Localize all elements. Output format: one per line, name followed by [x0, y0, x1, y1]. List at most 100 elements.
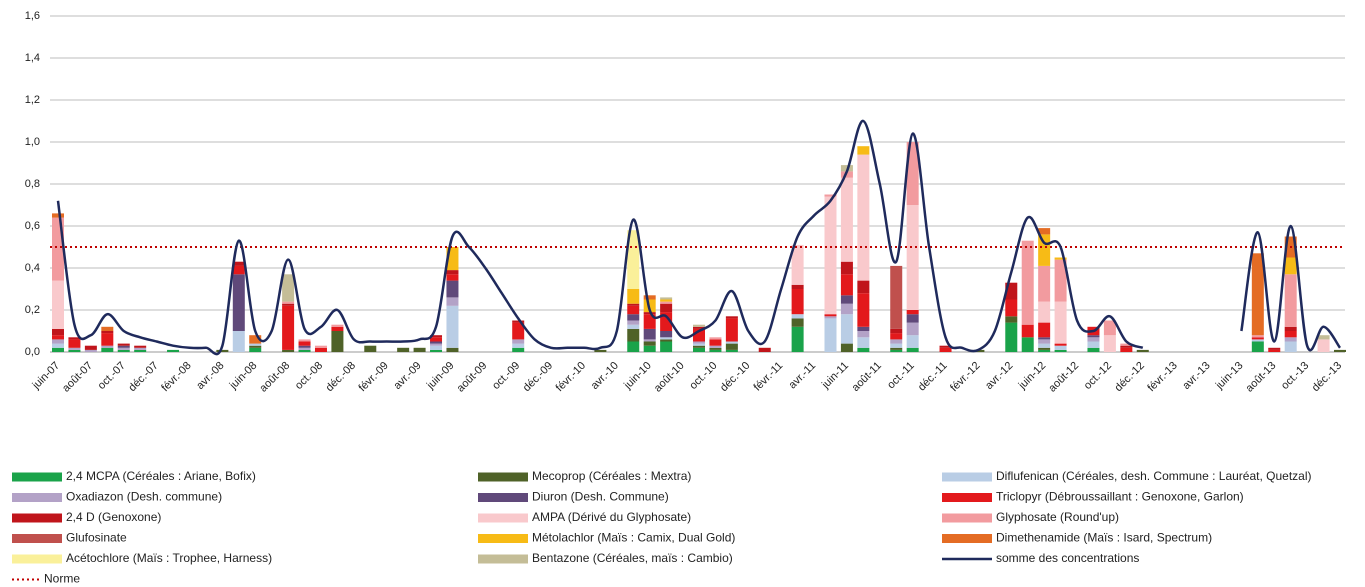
bar-segment — [101, 333, 114, 346]
bar-segment — [167, 349, 180, 352]
bar-segment — [824, 318, 837, 352]
legend-label: somme des concentrations — [996, 551, 1139, 565]
bar-segment — [627, 320, 640, 325]
x-tick-label: déc.-10 — [718, 360, 752, 394]
bar-segment — [660, 339, 673, 342]
bar-segment — [1317, 335, 1330, 340]
bar-segment — [430, 345, 443, 350]
bar-segment — [101, 345, 114, 348]
bar-segment — [117, 343, 130, 346]
bar-segment — [232, 274, 245, 331]
legend-label: Diflufenican (Céréales, desh. Commune : … — [996, 469, 1312, 483]
bar-segment — [1268, 347, 1281, 350]
bar-segment — [52, 343, 64, 348]
bar-segment — [643, 345, 656, 352]
x-tick-label: avr.-09 — [391, 360, 423, 392]
bar-segment — [709, 339, 722, 346]
bar-segment — [249, 335, 262, 344]
bar-segment — [906, 335, 919, 348]
legend-label: Diuron (Desh. Commune) — [532, 490, 669, 504]
bar-segment — [643, 295, 656, 300]
legend-label: Acétochlore (Maïs : Trophee, Harness) — [66, 551, 272, 565]
bar-segment — [840, 314, 853, 344]
bar-segment — [693, 345, 705, 348]
bar-segment — [52, 328, 64, 336]
bar-segment — [643, 341, 656, 346]
bar-segment — [331, 324, 344, 327]
bar-segment — [906, 310, 919, 315]
bar-segment — [758, 347, 771, 352]
bar-segment — [512, 339, 525, 344]
bar-segment — [298, 341, 311, 346]
y-tick-label: 0,4 — [25, 262, 40, 274]
x-tick-label: oct.-13 — [1279, 360, 1311, 392]
legend-swatch — [12, 472, 62, 482]
bar-segment — [446, 274, 459, 281]
bar-segment — [52, 280, 64, 329]
bar-segment — [693, 347, 705, 352]
bar-segment — [693, 326, 705, 329]
bar-segment — [660, 331, 673, 338]
bar-segment — [52, 335, 64, 340]
bar-segment — [890, 328, 903, 334]
bar-segment — [249, 345, 262, 348]
bar-segment — [857, 347, 870, 352]
legend-label: 2,4 MCPA (Céréales : Ariane, Bofix) — [66, 469, 256, 483]
bar-segment — [906, 205, 919, 310]
bar-segment — [840, 261, 853, 275]
bar-segment — [232, 265, 245, 275]
x-tick-label: févr.-09 — [356, 360, 390, 394]
x-tick-label: févr.-11 — [752, 360, 786, 394]
bar-segment — [1251, 335, 1264, 338]
y-tick-label: 1,4 — [25, 52, 40, 64]
x-tick-label: oct.-12 — [1082, 360, 1114, 392]
x-tick-label: juin-13 — [1213, 360, 1246, 393]
x-tick-label: août-12 — [1046, 360, 1081, 395]
legend-label: Triclopyr (Débroussaillant : Genoxone, G… — [996, 490, 1244, 504]
bar-segment — [660, 303, 673, 313]
bar-segment — [298, 345, 311, 348]
bar-segment — [1120, 345, 1133, 348]
x-tick-label: oct.-10 — [687, 360, 719, 392]
bar-segment — [1005, 299, 1018, 317]
y-tick-label: 0,2 — [25, 304, 40, 316]
bar-segment — [939, 345, 952, 348]
bar-segment — [1021, 240, 1034, 325]
bar-segment — [52, 339, 64, 344]
bar-segment — [282, 305, 295, 350]
legend-swatch — [478, 554, 528, 564]
bar-segment — [1251, 339, 1264, 342]
bar-segment — [430, 343, 443, 346]
bar-segment — [857, 331, 870, 338]
bar-segment — [314, 345, 327, 348]
bar-segment — [446, 280, 459, 298]
bar-segment — [1251, 337, 1264, 340]
y-tick-label: 0,6 — [25, 220, 40, 232]
bar-segment — [890, 333, 903, 340]
x-tick-label: oct.-09 — [490, 360, 522, 392]
legend-swatch — [942, 513, 992, 523]
bar-segment — [857, 326, 870, 331]
bar-segment — [824, 194, 837, 197]
bar-segment — [627, 324, 640, 329]
y-tick-label: 0,8 — [25, 178, 40, 190]
bar-segment — [1038, 322, 1051, 338]
bar-segment — [232, 331, 245, 352]
bar-segment — [660, 312, 673, 331]
bar-segment — [117, 345, 130, 348]
bar-segment — [282, 349, 295, 352]
bar-segment — [134, 349, 147, 352]
bar-segment — [249, 343, 262, 346]
legend-label: Glufosinate — [66, 531, 127, 545]
bar-segment — [446, 305, 459, 348]
bar-segment — [890, 265, 903, 329]
bar-segment — [68, 339, 81, 348]
bar-segment — [282, 303, 295, 306]
bar-segment — [906, 322, 919, 336]
bar-segment — [840, 303, 853, 315]
bar-segment — [709, 345, 722, 348]
bar-segment — [1054, 349, 1067, 352]
bar-segment — [660, 341, 673, 352]
bar-segment — [134, 345, 147, 348]
x-tick-label: avr.-10 — [589, 360, 621, 392]
